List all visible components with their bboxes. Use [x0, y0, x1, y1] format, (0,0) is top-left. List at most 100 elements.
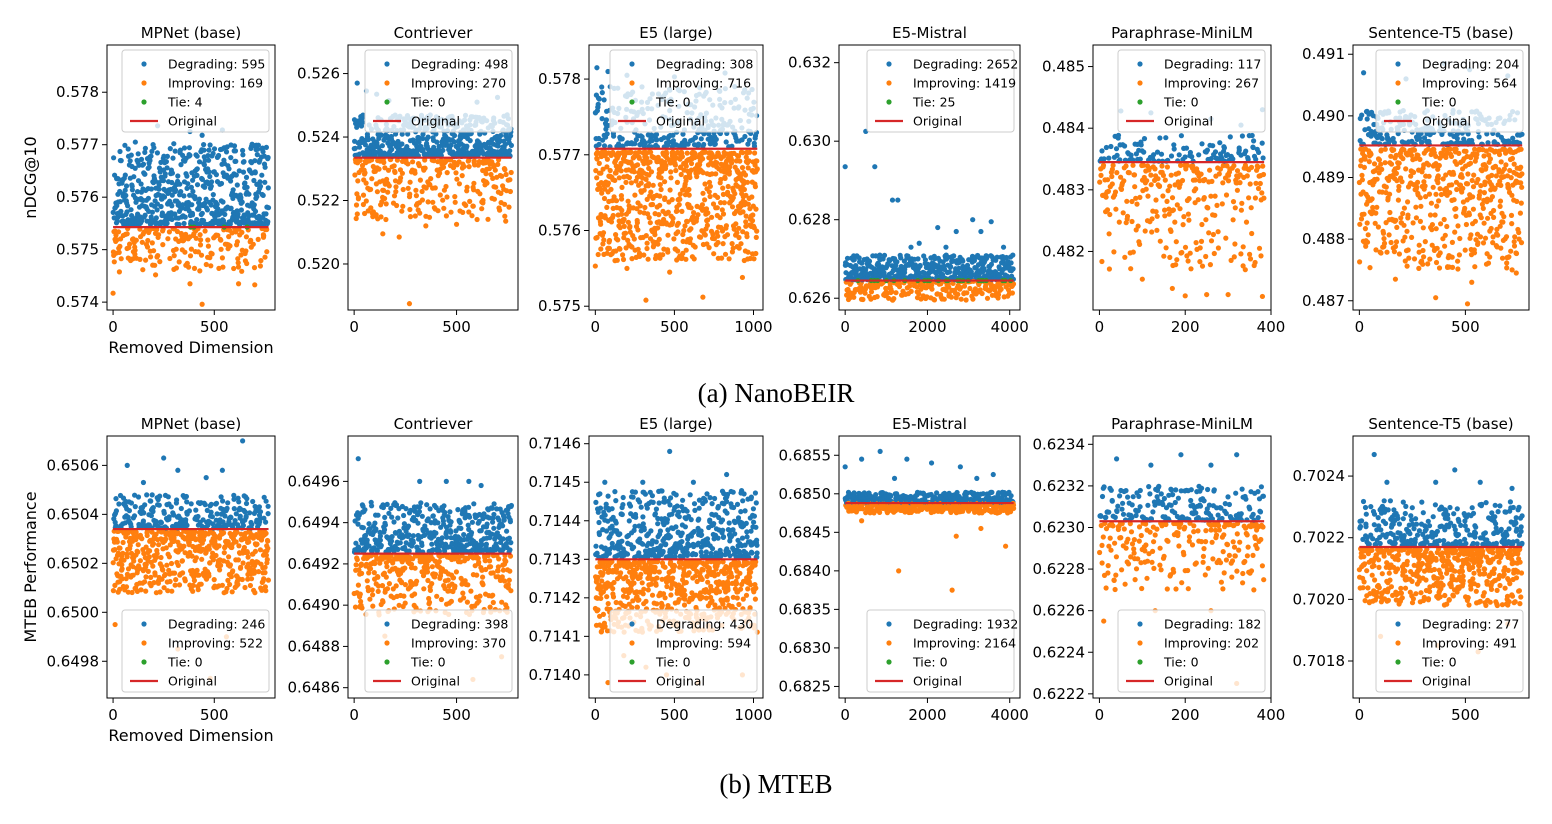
- improving-point: [1403, 166, 1409, 172]
- improving-point: [967, 285, 973, 292]
- improving-point: [1212, 193, 1218, 199]
- improving-point: [1474, 151, 1480, 158]
- improving-point: [353, 215, 359, 222]
- improving-point: [635, 246, 641, 252]
- improving-point: [684, 218, 691, 225]
- improving-point: [754, 228, 760, 234]
- improving-point: [135, 542, 141, 548]
- improving-point: [1426, 191, 1433, 197]
- improving-point: [495, 161, 501, 167]
- y-tick-label: 0.488: [1302, 230, 1345, 248]
- improving-point: [454, 176, 460, 182]
- legend-label: Original: [1164, 114, 1213, 129]
- improving-point: [625, 219, 632, 225]
- improving-point: [149, 529, 155, 535]
- degrading-point: [118, 208, 124, 214]
- improving-point: [119, 576, 125, 582]
- x-tick-label: 0: [1355, 318, 1365, 336]
- degrading-point: [1141, 136, 1148, 142]
- improving-point: [1124, 198, 1130, 204]
- improving-point: [629, 256, 635, 262]
- improving-point: [683, 178, 689, 184]
- degrading-point: [139, 218, 145, 224]
- improving-point: [120, 550, 126, 557]
- improving-point: [1506, 254, 1512, 260]
- improving-point: [1417, 218, 1423, 224]
- legend-label: Original: [656, 114, 705, 129]
- improving-point: [1417, 195, 1423, 201]
- improving-point: [695, 212, 701, 218]
- improving-point: [1206, 230, 1212, 236]
- improving-point: [598, 170, 604, 176]
- degrading-point: [201, 147, 207, 153]
- degrading-point: [255, 146, 261, 152]
- tie-legend-marker: [629, 99, 635, 105]
- degrading-point: [1008, 260, 1014, 266]
- degrading-point: [601, 143, 608, 149]
- improving-point: [754, 158, 760, 164]
- degrading-point: [228, 205, 234, 211]
- improving-point: [1167, 254, 1173, 260]
- improving-point: [125, 589, 131, 595]
- degrading-point: [242, 180, 248, 186]
- improving-point: [1470, 194, 1476, 200]
- improving-point: [694, 174, 700, 180]
- improving-point: [157, 589, 163, 595]
- degrading-point: [173, 187, 179, 193]
- degrading-legend-marker: [141, 61, 147, 67]
- degrading-point: [228, 155, 234, 161]
- improving-point: [173, 246, 179, 252]
- x-tick-label: 500: [200, 318, 229, 336]
- improving-point: [363, 198, 369, 204]
- degrading-legend-marker: [1395, 61, 1401, 67]
- legend-label: Degrading: 595: [168, 57, 265, 72]
- improving-point: [486, 166, 492, 172]
- degrading-point: [190, 177, 196, 183]
- degrading-point: [189, 202, 195, 208]
- improving-point: [262, 254, 268, 260]
- improving-point: [378, 214, 384, 220]
- improving-point: [176, 259, 182, 265]
- y-tick-label: 0.576: [538, 222, 581, 240]
- improving-point: [1493, 173, 1499, 179]
- improving-point: [186, 264, 192, 270]
- improving-point: [198, 252, 205, 258]
- improving-point: [1508, 248, 1514, 254]
- improving-point: [998, 286, 1004, 292]
- improving-point: [1143, 186, 1149, 192]
- improving-point: [1161, 253, 1167, 259]
- improving-point: [252, 282, 258, 288]
- degrading-point: [1176, 152, 1182, 158]
- improving-point: [480, 167, 486, 174]
- degrading-point: [174, 497, 180, 503]
- improving-point: [1199, 221, 1205, 228]
- y-tick-label: 0.522: [297, 192, 340, 210]
- degrading-point: [1447, 131, 1453, 137]
- degrading-point: [257, 179, 263, 185]
- improving-point: [417, 210, 423, 216]
- improving-point: [745, 165, 751, 171]
- improving-point: [1435, 173, 1441, 179]
- degrading-point: [265, 219, 271, 225]
- degrading-point: [161, 510, 167, 516]
- improving-point: [1398, 215, 1404, 221]
- improving-point: [1130, 249, 1136, 255]
- improving-point: [1393, 170, 1399, 176]
- improving-point: [1433, 226, 1439, 232]
- improving-point: [1402, 234, 1408, 240]
- degrading-point: [178, 162, 184, 168]
- improving-point: [1110, 162, 1116, 168]
- improving-point: [197, 242, 204, 248]
- improving-point: [683, 247, 689, 253]
- degrading-point: [156, 502, 162, 508]
- degrading-point: [202, 184, 208, 190]
- degrading-point: [182, 214, 188, 220]
- improving-point: [423, 223, 429, 229]
- improving-point: [119, 566, 125, 572]
- improving-point: [160, 242, 166, 248]
- improving-point: [150, 541, 157, 547]
- improving-point: [1391, 147, 1397, 153]
- improving-point: [393, 189, 399, 195]
- improving-point: [148, 574, 154, 581]
- improving-point: [741, 186, 748, 193]
